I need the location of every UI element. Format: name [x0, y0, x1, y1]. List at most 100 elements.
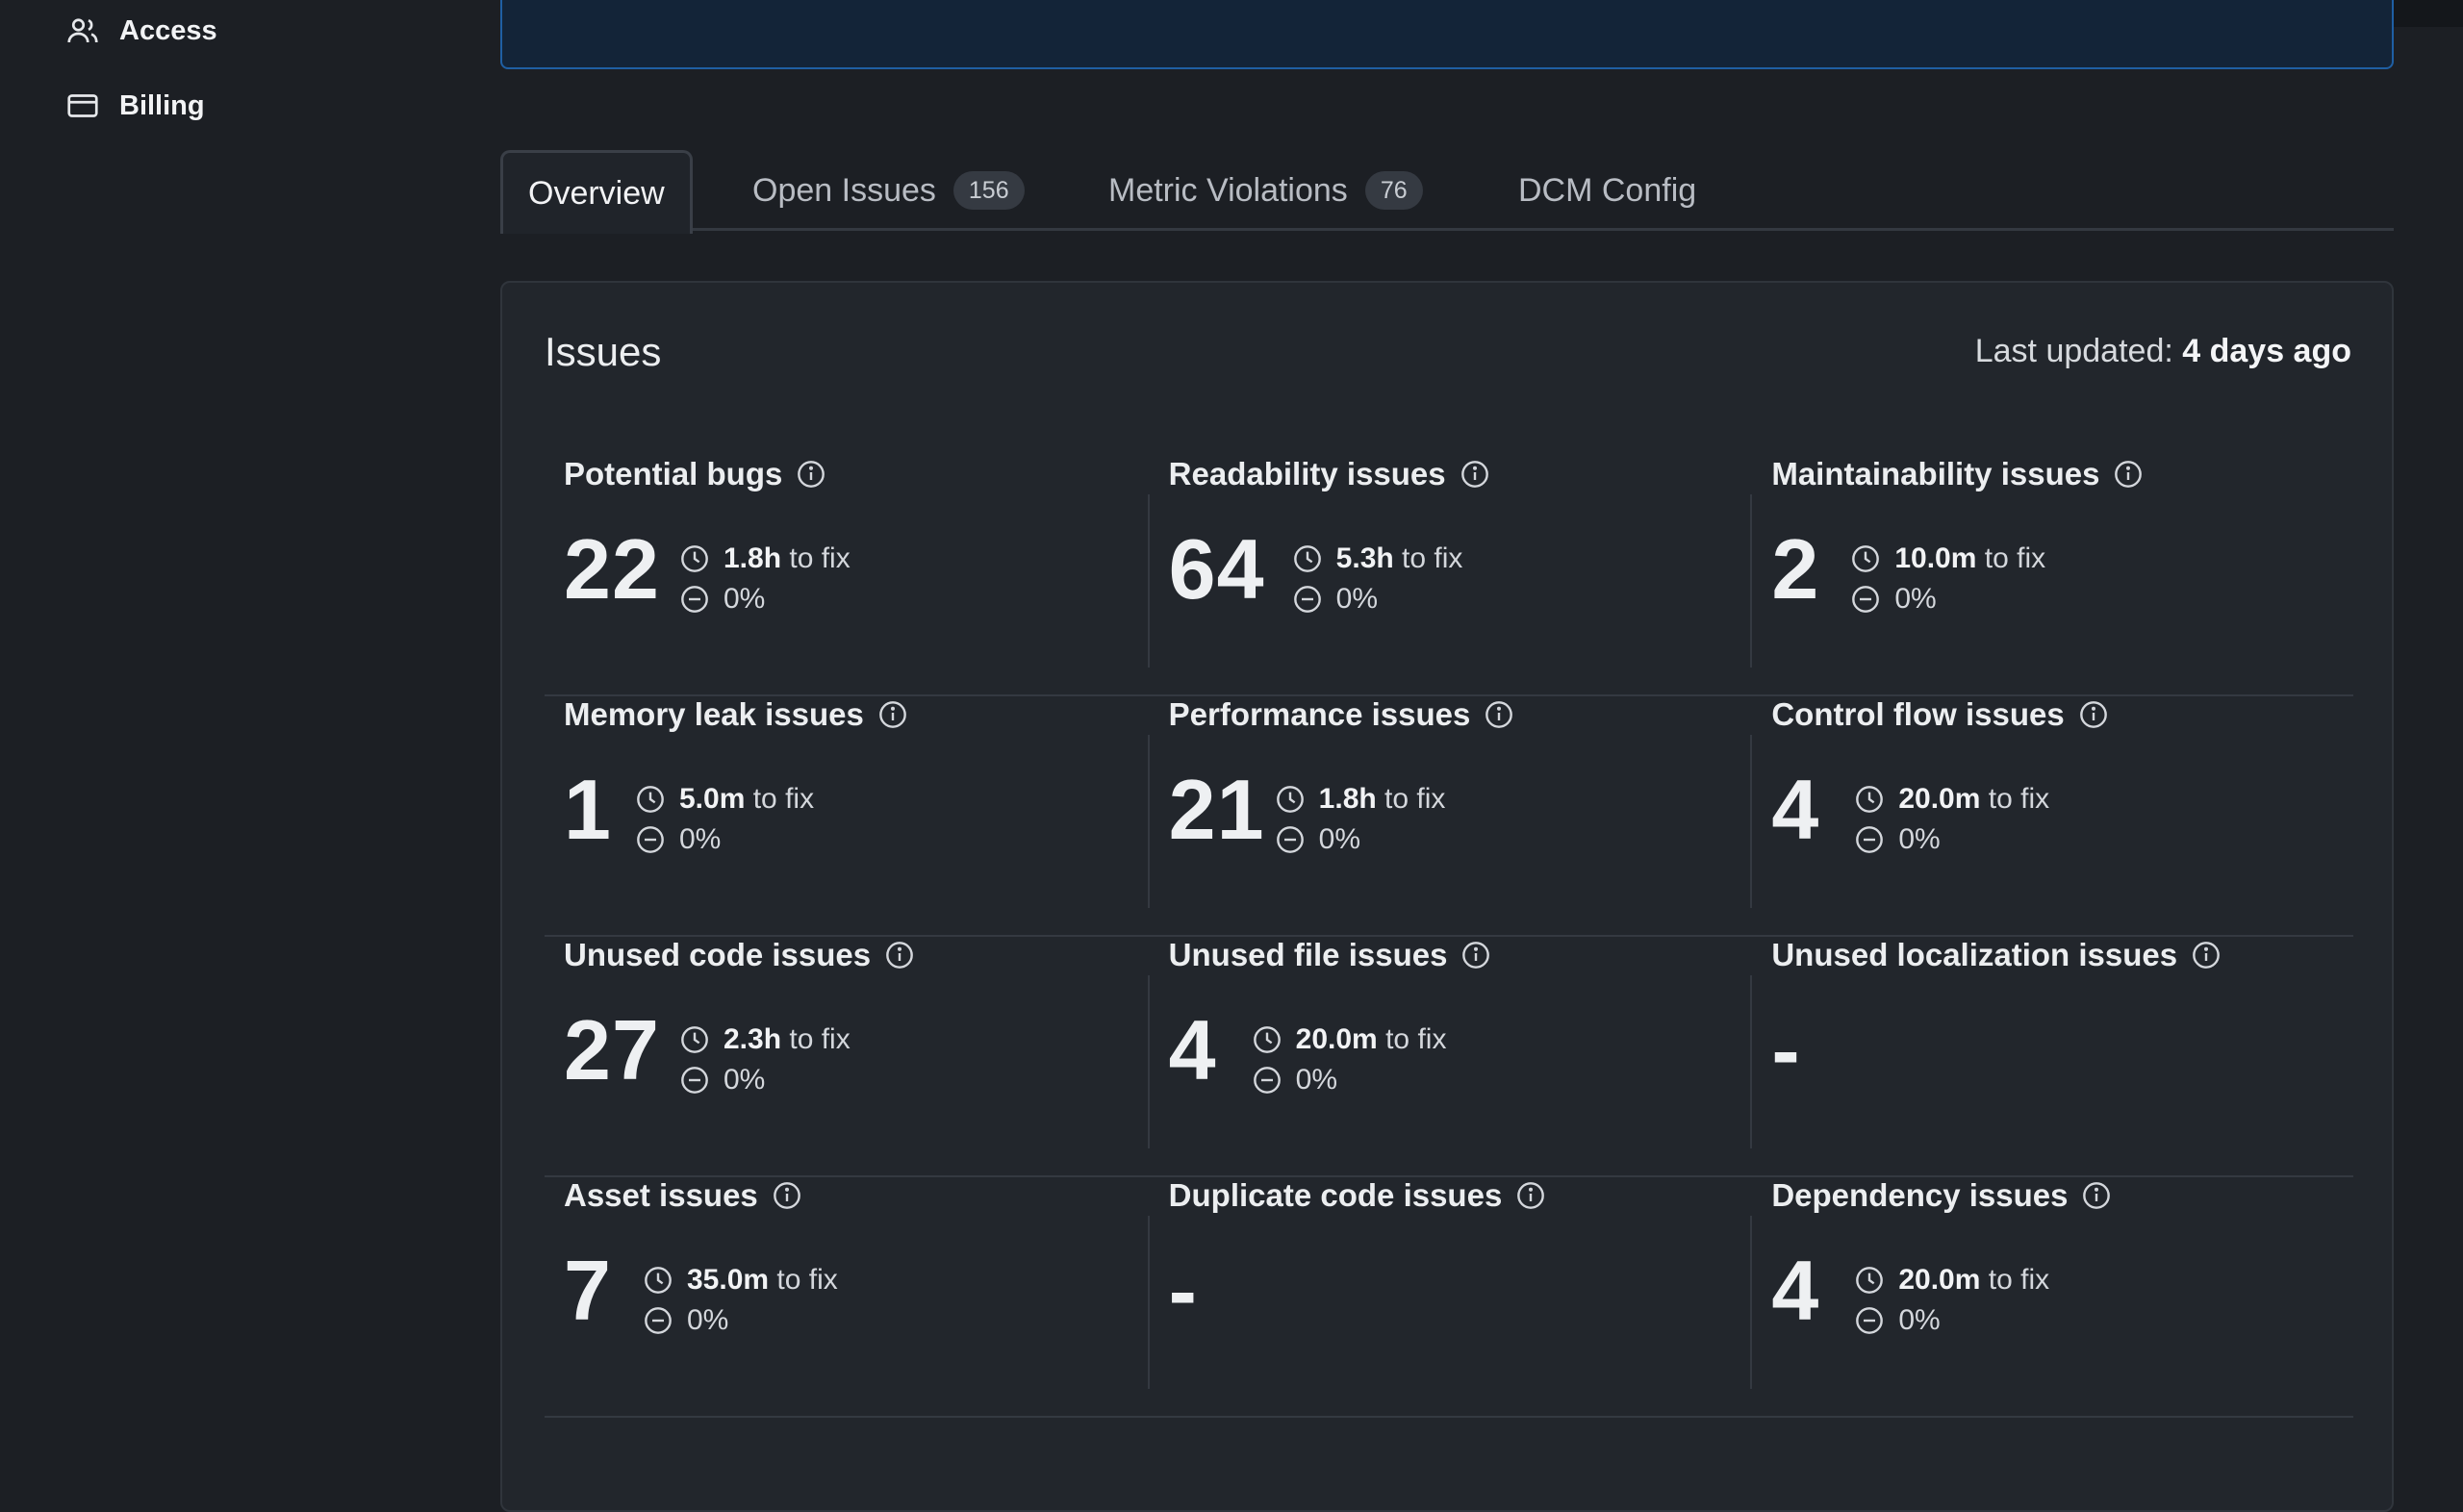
change-percent-value: 0%: [1335, 583, 1379, 615]
fix-time: 35.0m to fix: [643, 1260, 838, 1300]
info-icon[interactable]: [1460, 940, 1491, 970]
info-icon[interactable]: [2191, 940, 2222, 970]
fix-time: 20.0m to fix: [1252, 1020, 1447, 1060]
issue-title-text: Control flow issues: [1771, 696, 2065, 732]
issue-meta: 1.8h to fix 0%: [1275, 779, 1446, 860]
change-percent-value: 0%: [724, 1064, 766, 1096]
fix-time-text: 20.0m to fix: [1898, 1264, 2049, 1297]
issue-title: Readability issues: [1169, 456, 1490, 492]
issue-tile[interactable]: Unused code issues 27 2.3h to fix 0%: [545, 937, 1148, 1177]
tab-metric-violations[interactable]: Metric Violations 76: [1108, 150, 1423, 231]
fix-time-text: 35.0m to fix: [687, 1264, 838, 1297]
issue-title: Duplicate code issues: [1169, 1177, 1547, 1214]
fix-time-text: 5.3h to fix: [1336, 542, 1463, 575]
fix-time-suffix: to fix: [1376, 783, 1446, 815]
info-banner: [500, 0, 2394, 69]
tab-label: Metric Violations: [1108, 171, 1348, 209]
issue-count: 2: [1771, 521, 1820, 617]
clock-icon: [679, 1024, 710, 1055]
tab-label: Overview: [528, 174, 665, 212]
fix-time-value: 20.0m: [1898, 1264, 1981, 1296]
fix-time-text: 20.0m to fix: [1898, 783, 2049, 816]
fix-time-value: 2.3h: [724, 1023, 782, 1055]
issue-count: 4: [1771, 762, 1820, 857]
change-percent-value: 0%: [1295, 1064, 1338, 1096]
fix-time-suffix: to fix: [1980, 783, 2050, 815]
issue-tile[interactable]: Maintainability issues 2 10.0m to fix 0%: [1750, 456, 2353, 696]
sidebar-item-access[interactable]: Access: [65, 10, 217, 52]
fix-time: 20.0m to fix: [1854, 779, 2049, 819]
tab-label: DCM Config: [1518, 171, 1697, 209]
issue-tile[interactable]: Unused localization issues -: [1750, 937, 2353, 1177]
issue-tile[interactable]: Performance issues 21 1.8h to fix 0%: [1147, 696, 1751, 937]
issue-meta: 20.0m to fix 0%: [1854, 1260, 2049, 1341]
last-updated: Last updated: 4 days ago: [1975, 333, 2351, 370]
minus-circle-icon: [1292, 584, 1323, 615]
tab-open-issues[interactable]: Open Issues 156: [752, 150, 1025, 231]
info-icon[interactable]: [2113, 459, 2144, 490]
minus-circle-icon: [635, 824, 666, 855]
issue-meta: 5.3h to fix 0%: [1292, 539, 1463, 619]
info-icon[interactable]: [877, 699, 908, 730]
fix-time-text: 5.0m to fix: [679, 783, 814, 816]
issue-title: Potential bugs: [564, 456, 826, 492]
fix-time-text: 1.8h to fix: [1319, 783, 1446, 816]
clock-icon: [643, 1265, 673, 1296]
clock-icon: [1275, 784, 1306, 815]
issue-tile[interactable]: Control flow issues 4 20.0m to fix 0%: [1750, 696, 2353, 937]
issue-tile[interactable]: Memory leak issues 1 5.0m to fix 0%: [545, 696, 1148, 937]
change-percent: 0%: [1854, 819, 2049, 860]
issue-title: Control flow issues: [1771, 696, 2108, 733]
change-percent: 0%: [1292, 579, 1463, 619]
fix-time-value: 10.0m: [1894, 542, 1977, 574]
change-percent-value: 0%: [1318, 823, 1361, 855]
fix-time: 20.0m to fix: [1854, 1260, 2049, 1300]
info-icon[interactable]: [2078, 699, 2109, 730]
card-title: Issues: [545, 329, 662, 374]
fix-time: 1.8h to fix: [1275, 779, 1446, 819]
info-icon[interactable]: [1484, 699, 1514, 730]
info-icon[interactable]: [772, 1180, 802, 1211]
issue-title-text: Duplicate code issues: [1168, 1177, 1503, 1213]
issue-tile[interactable]: Duplicate code issues -: [1147, 1177, 1751, 1418]
issue-title-text: Unused code issues: [564, 937, 872, 972]
tab-dcm-config[interactable]: DCM Config: [1518, 150, 1696, 231]
info-icon[interactable]: [796, 459, 826, 490]
info-icon[interactable]: [1460, 459, 1490, 490]
last-updated-label: Last updated:: [1974, 333, 2173, 369]
fix-time-suffix: to fix: [769, 1264, 838, 1296]
issue-title: Memory leak issues: [564, 696, 908, 733]
issue-count: 27: [564, 1002, 660, 1097]
sidebar-item-label: Access: [119, 14, 217, 46]
info-icon[interactable]: [1515, 1180, 1546, 1211]
issue-tile[interactable]: Asset issues 7 35.0m to fix 0%: [545, 1177, 1148, 1418]
issue-tile[interactable]: Unused file issues 4 20.0m to fix 0%: [1147, 937, 1751, 1177]
issue-count: 64: [1168, 521, 1265, 617]
tab-overview[interactable]: Overview: [500, 150, 693, 234]
issue-tile[interactable]: Potential bugs 22 1.8h to fix 0%: [545, 456, 1148, 696]
issues-row: Unused code issues 27 2.3h to fix 0% Unused …: [545, 937, 2353, 1177]
change-percent: 0%: [1252, 1060, 1447, 1100]
issue-count: 21: [1168, 762, 1265, 857]
issue-title-text: Asset issues: [564, 1177, 758, 1213]
issue-tile[interactable]: Readability issues 64 5.3h to fix 0%: [1147, 456, 1751, 696]
issue-title-text: Maintainability issues: [1771, 456, 2100, 491]
fix-time-value: 5.3h: [1335, 542, 1394, 574]
issue-title-text: Potential bugs: [564, 456, 783, 491]
fix-time-suffix: to fix: [781, 1023, 851, 1055]
issue-meta: 20.0m to fix 0%: [1854, 779, 2049, 860]
last-updated-value: 4 days ago: [2182, 333, 2351, 369]
clock-icon: [1252, 1024, 1282, 1055]
fix-time-suffix: to fix: [1377, 1023, 1447, 1055]
issue-count: 4: [1168, 1002, 1217, 1097]
issue-title-text: Unused file issues: [1168, 937, 1448, 972]
issue-count: 22: [564, 521, 660, 617]
issue-tile[interactable]: Dependency issues 4 20.0m to fix 0%: [1750, 1177, 2353, 1418]
issue-title: Maintainability issues: [1771, 456, 2144, 492]
sidebar-item-billing[interactable]: Billing: [65, 85, 205, 127]
issue-title: Unused file issues: [1169, 937, 1492, 973]
info-icon[interactable]: [2081, 1180, 2112, 1211]
fix-time-suffix: to fix: [1976, 542, 2046, 574]
info-icon[interactable]: [884, 940, 915, 970]
minus-circle-icon: [1854, 1305, 1885, 1336]
